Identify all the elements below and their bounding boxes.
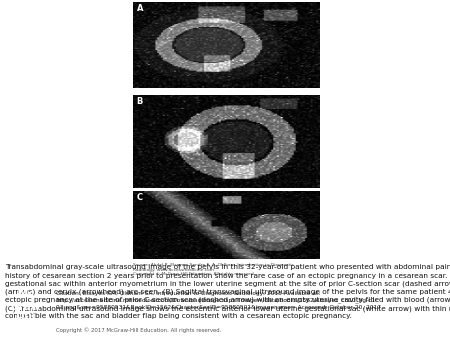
Text: Mc: Mc — [18, 290, 34, 299]
Text: Hill: Hill — [16, 314, 36, 324]
Text: A: A — [136, 4, 143, 13]
Text: C: C — [136, 193, 143, 202]
Text: Education: Education — [11, 330, 40, 335]
Text: B: B — [136, 97, 143, 106]
Text: Source: Abdel R. Elsayes, Sandra A. A. Oldham. Introduction to Diagnostic
Radiol: Source: Abdel R. Elsayes, Sandra A. A. O… — [133, 263, 293, 276]
Text: Copyright © 2017 McGraw-Hill Education. All rights reserved.: Copyright © 2017 McGraw-Hill Education. … — [56, 328, 221, 334]
Text: Transabdominal gray-scale ultrasound image of the pelvis in this 32-year-old pat: Transabdominal gray-scale ultrasound ima… — [5, 264, 450, 319]
Text: Graw: Graw — [11, 302, 41, 312]
Text: Citation: Elsayes KM, Oldham SA. Introduction to Diagnostic Radiology; 2015 Avai: Citation: Elsayes KM, Oldham SA. Introdu… — [56, 291, 381, 310]
